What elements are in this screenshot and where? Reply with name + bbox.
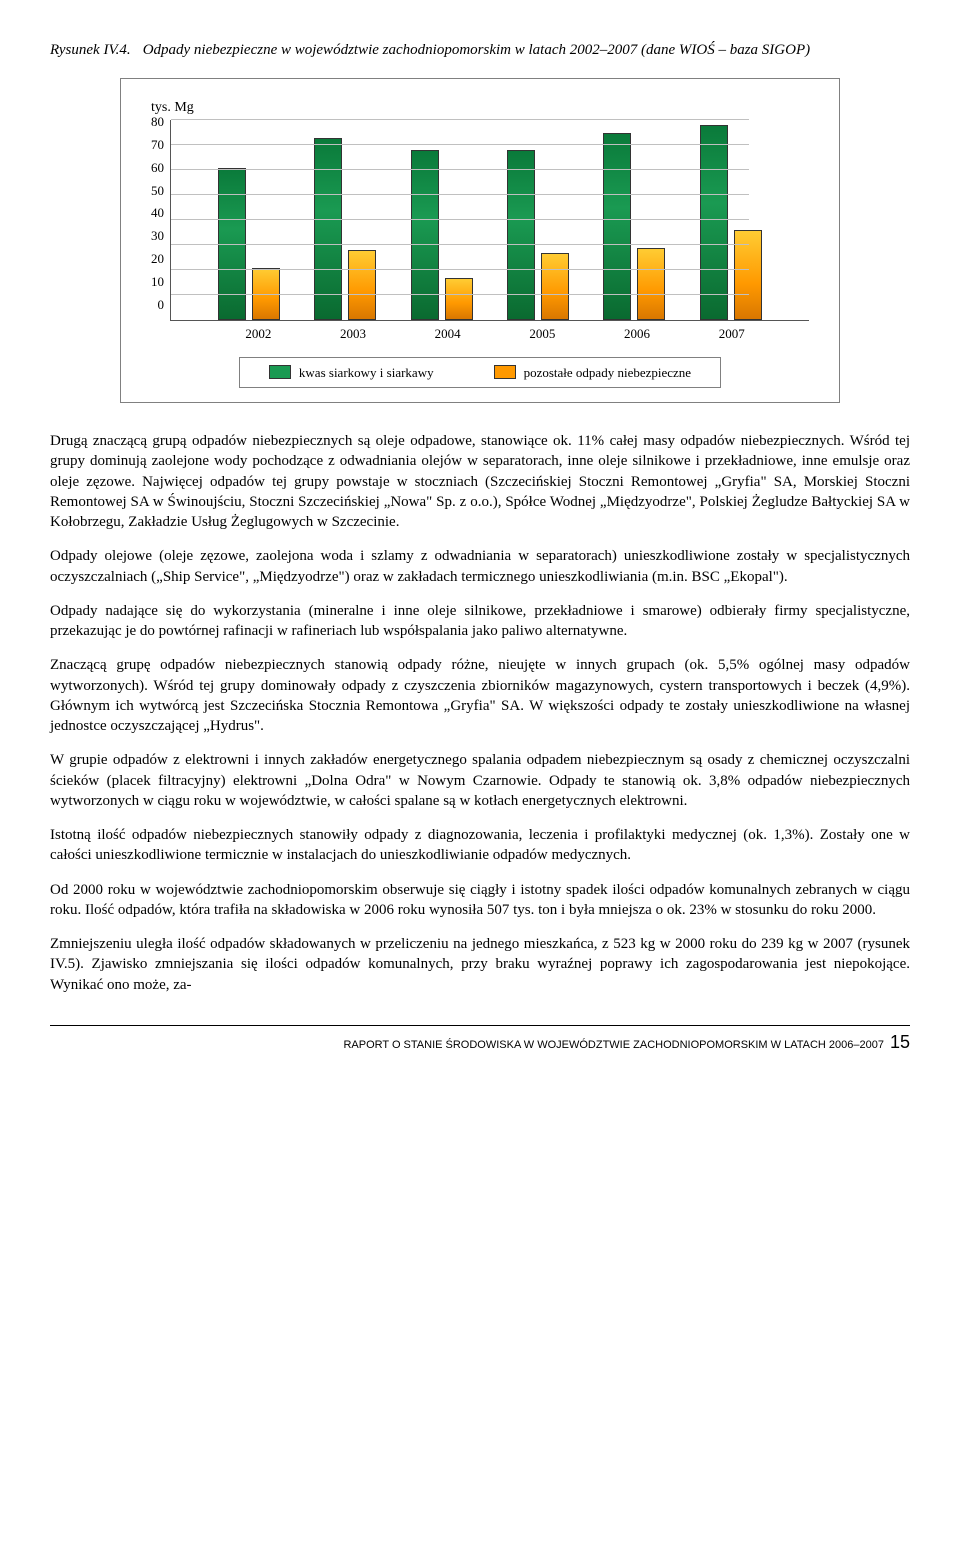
body-paragraph: Zmniejszeniu uległa ilość odpadów składo… — [50, 934, 910, 995]
legend-label: kwas siarkowy i siarkawy — [299, 364, 434, 382]
ytick: 30 — [151, 227, 164, 245]
body-paragraph: Odpady olejowe (oleje zęzowe, zaolejona … — [50, 546, 910, 587]
xtick: 2004 — [400, 325, 495, 343]
legend-swatch-icon — [494, 365, 516, 379]
xtick: 2002 — [211, 325, 306, 343]
chart-plot-area — [170, 120, 809, 321]
body-paragraph: Odpady nadające się do wykorzystania (mi… — [50, 601, 910, 642]
legend-label: pozostałe odpady niebezpieczne — [524, 364, 691, 382]
legend-item: kwas siarkowy i siarkawy — [269, 364, 434, 382]
bar — [637, 248, 665, 321]
chart-xaxis: 200220032004200520062007 — [181, 321, 809, 343]
bar — [314, 138, 342, 321]
bar — [700, 125, 728, 320]
page-footer: RAPORT O STANIE ŚRODOWISKA W WOJEWÓDZTWI… — [50, 1025, 910, 1054]
bar — [348, 250, 376, 320]
ytick: 50 — [151, 182, 164, 200]
bar — [541, 253, 569, 321]
body-paragraph: Od 2000 roku w województwie zachodniopom… — [50, 880, 910, 921]
footer-page-number: 15 — [890, 1030, 910, 1054]
ytick: 60 — [151, 159, 164, 177]
ytick: 0 — [158, 296, 165, 314]
chart-bars — [171, 120, 809, 320]
ytick: 80 — [151, 113, 164, 131]
footer-text: RAPORT O STANIE ŚRODOWISKA W WOJEWÓDZTWI… — [343, 1038, 884, 1053]
xtick: 2005 — [495, 325, 590, 343]
bar — [445, 278, 473, 321]
figure-caption-text: Odpady niebezpieczne w województwie zach… — [143, 40, 910, 60]
ytick: 70 — [151, 136, 164, 154]
chart-legend: kwas siarkowy i siarkawy pozostałe odpad… — [239, 357, 721, 389]
gridline — [171, 244, 749, 245]
body-paragraph: W grupie odpadów z elektrowni i innych z… — [50, 750, 910, 811]
figure-label: Rysunek IV.4. — [50, 40, 143, 60]
xtick: 2003 — [306, 325, 401, 343]
bar — [603, 133, 631, 321]
xtick: 2007 — [684, 325, 779, 343]
chart-yaxis: 80 70 60 50 40 30 20 10 0 — [151, 113, 170, 313]
gridline — [171, 294, 749, 295]
chart-container: tys. Mg 80 70 60 50 40 30 20 10 0 200220… — [120, 78, 840, 403]
gridline — [171, 219, 749, 220]
xtick: 2006 — [590, 325, 685, 343]
legend-swatch-icon — [269, 365, 291, 379]
gridline — [171, 119, 749, 120]
bar-group — [490, 120, 586, 320]
chart-ylabel: tys. Mg — [151, 99, 809, 118]
ytick: 40 — [151, 204, 164, 222]
body-paragraph: Drugą znaczącą grupą odpadów niebezpiecz… — [50, 431, 910, 532]
gridline — [171, 269, 749, 270]
bar-group — [394, 120, 490, 320]
ytick: 20 — [151, 250, 164, 268]
body-paragraph: Istotną ilość odpadów niebezpiecznych st… — [50, 825, 910, 866]
bar-group — [201, 120, 297, 320]
gridline — [171, 144, 749, 145]
figure-caption: Rysunek IV.4. Odpady niebezpieczne w woj… — [50, 40, 910, 60]
legend-item: pozostałe odpady niebezpieczne — [494, 364, 691, 382]
ytick: 10 — [151, 273, 164, 291]
chart-plot-wrap: 80 70 60 50 40 30 20 10 0 — [151, 120, 809, 321]
gridline — [171, 194, 749, 195]
bar-group — [683, 120, 779, 320]
bar-group — [586, 120, 682, 320]
bar-group — [297, 120, 393, 320]
body-paragraph: Znaczącą grupę odpadów niebezpiecznych s… — [50, 655, 910, 736]
gridline — [171, 169, 749, 170]
